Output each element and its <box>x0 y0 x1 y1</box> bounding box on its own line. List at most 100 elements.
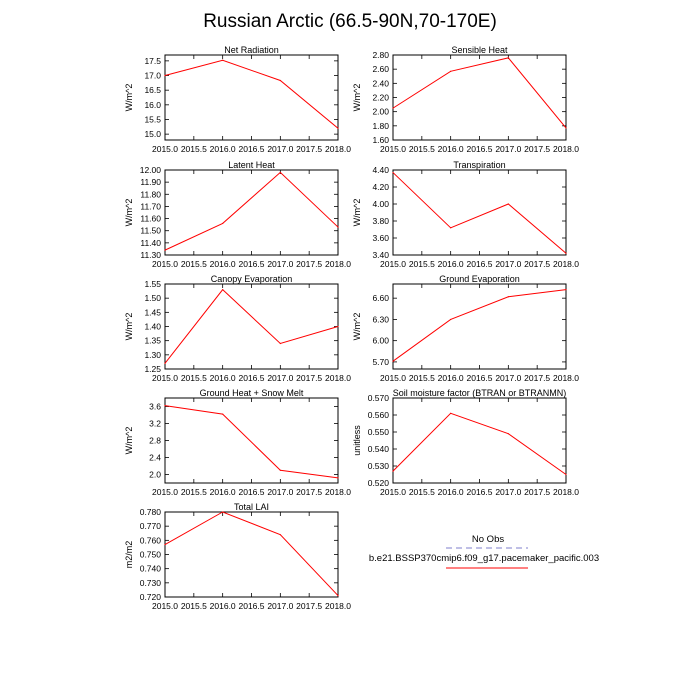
y-tick-label: 2.80 <box>372 50 389 60</box>
x-tick-label: 2016.5 <box>467 144 493 154</box>
y-axis-label: W/m^2 <box>124 199 134 227</box>
panel-title: Sensible Heat <box>451 45 508 55</box>
x-tick-label: 2016.5 <box>239 373 265 383</box>
figure-title: Russian Arctic (66.5-90N,70-170E) <box>203 11 497 32</box>
data-point <box>507 57 509 59</box>
y-tick-label: 11.40 <box>140 238 161 248</box>
x-tick-label: 2018.0 <box>325 487 351 497</box>
x-tick-label: 2018.0 <box>553 487 579 497</box>
x-tick-label: 2015.5 <box>409 144 435 154</box>
x-tick-label: 2015.5 <box>181 487 207 497</box>
plot-frame <box>164 54 339 141</box>
data-point <box>279 171 281 174</box>
panel-title: Net Radiation <box>224 45 279 55</box>
y-tick-label: 17.5 <box>144 56 161 66</box>
series-line <box>164 288 339 364</box>
y-tick-label: 11.70 <box>140 201 161 211</box>
y-tick-label: 4.00 <box>372 199 389 209</box>
series-line <box>164 59 339 129</box>
y-tick-label: 0.750 <box>140 550 162 560</box>
y-axis-label: W/m^2 <box>352 84 362 112</box>
chart-panel: Net Radiation W/m^2 2015.0 2015.5 2016.0 2016… <box>124 45 351 154</box>
y-tick-label: 2.60 <box>372 64 389 74</box>
x-tick-label: 2015.0 <box>152 144 178 154</box>
x-tick-label: 2016.5 <box>467 373 493 383</box>
y-tick-label: 3.40 <box>372 250 389 260</box>
x-tick-label: 2017.5 <box>296 144 322 154</box>
y-tick-label: 4.40 <box>372 165 389 175</box>
data-point <box>565 127 567 129</box>
panel-title: Transpiration <box>453 160 505 170</box>
x-tick-label: 2016.0 <box>210 373 236 383</box>
x-tick-label: 2016.0 <box>438 373 464 383</box>
x-tick-label: 2017.0 <box>267 144 293 154</box>
x-tick-label: 2017.0 <box>495 373 521 383</box>
series-line <box>392 57 567 129</box>
y-tick-label: 11.80 <box>140 189 161 199</box>
panel-title: Canopy Evaporation <box>211 274 293 284</box>
x-tick-label: 2015.0 <box>380 144 406 154</box>
x-tick-label: 2017.0 <box>267 259 293 269</box>
y-tick-label: 16.0 <box>144 100 161 110</box>
x-tick-label: 2017.5 <box>296 487 322 497</box>
x-tick-label: 2015.0 <box>152 487 178 497</box>
data-point <box>450 227 452 229</box>
y-tick-label: 0.720 <box>140 592 162 602</box>
chart-panel: Sensible Heat W/m^2 2015.0 2015.5 2016.0 2016… <box>352 45 579 154</box>
plot-frame <box>164 283 339 370</box>
data-point <box>450 318 452 321</box>
plot-frame <box>164 397 339 484</box>
x-tick-label: 2017.5 <box>296 601 322 611</box>
data-point <box>507 296 509 298</box>
x-tick-label: 2016.0 <box>438 259 464 269</box>
y-tick-label: 1.30 <box>144 350 161 360</box>
x-tick-label: 2015.5 <box>409 373 435 383</box>
x-tick-label: 2015.0 <box>152 259 178 269</box>
y-tick-label: 6.00 <box>372 336 389 346</box>
data-point <box>565 473 567 476</box>
chart-panel: Transpiration W/m^2 2015.0 2015.5 2016.0 2016… <box>352 160 579 269</box>
legend-model-label: b.e21.BSSP370cmip6.f09_g17.pacemaker_pac… <box>369 553 599 564</box>
y-tick-label: 0.760 <box>140 535 162 545</box>
data-point <box>337 594 339 597</box>
data-point <box>164 74 166 77</box>
y-tick-label: 11.50 <box>140 226 161 236</box>
data-point <box>337 127 339 129</box>
y-tick-label: 11.90 <box>140 177 161 187</box>
panel-title: Ground Heat + Snow Melt <box>200 388 304 398</box>
y-tick-label: 5.70 <box>372 357 389 367</box>
chart-panel: Latent Heat W/m^2 2015.0 2015.5 2016.0 2016.5… <box>124 160 351 269</box>
x-tick-label: 2017.5 <box>296 373 322 383</box>
data-point <box>392 360 394 362</box>
series-line <box>392 172 567 254</box>
y-tick-label: 1.50 <box>144 293 161 303</box>
y-tick-label: 1.40 <box>144 322 161 332</box>
plot-frame <box>164 511 339 598</box>
y-tick-label: 2.20 <box>372 93 389 103</box>
y-tick-label: 3.80 <box>372 216 389 226</box>
data-point <box>164 543 166 546</box>
y-tick-label: 15.0 <box>144 129 161 139</box>
x-tick-label: 2016.5 <box>239 601 265 611</box>
y-tick-label: 15.5 <box>144 114 161 124</box>
y-tick-label: 0.740 <box>140 564 162 574</box>
x-tick-label: 2017.0 <box>267 373 293 383</box>
y-tick-label: 3.2 <box>149 419 161 429</box>
x-tick-label: 2017.0 <box>267 487 293 497</box>
y-axis-label: W/m^2 <box>124 313 134 341</box>
x-tick-label: 2017.0 <box>495 144 521 154</box>
legend: No Obs b.e21.BSSP370cmip6.f09_g17.pacema… <box>369 534 599 569</box>
y-tick-label: 1.60 <box>372 135 389 145</box>
x-tick-label: 2017.5 <box>524 259 550 269</box>
x-tick-label: 2015.5 <box>181 373 207 383</box>
y-tick-label: 3.60 <box>372 233 389 243</box>
data-point <box>392 171 394 174</box>
series-line <box>164 405 339 479</box>
x-tick-label: 2015.5 <box>181 601 207 611</box>
y-axis-label: unitless <box>352 425 362 456</box>
data-point <box>279 342 281 345</box>
x-tick-label: 2016.5 <box>239 144 265 154</box>
